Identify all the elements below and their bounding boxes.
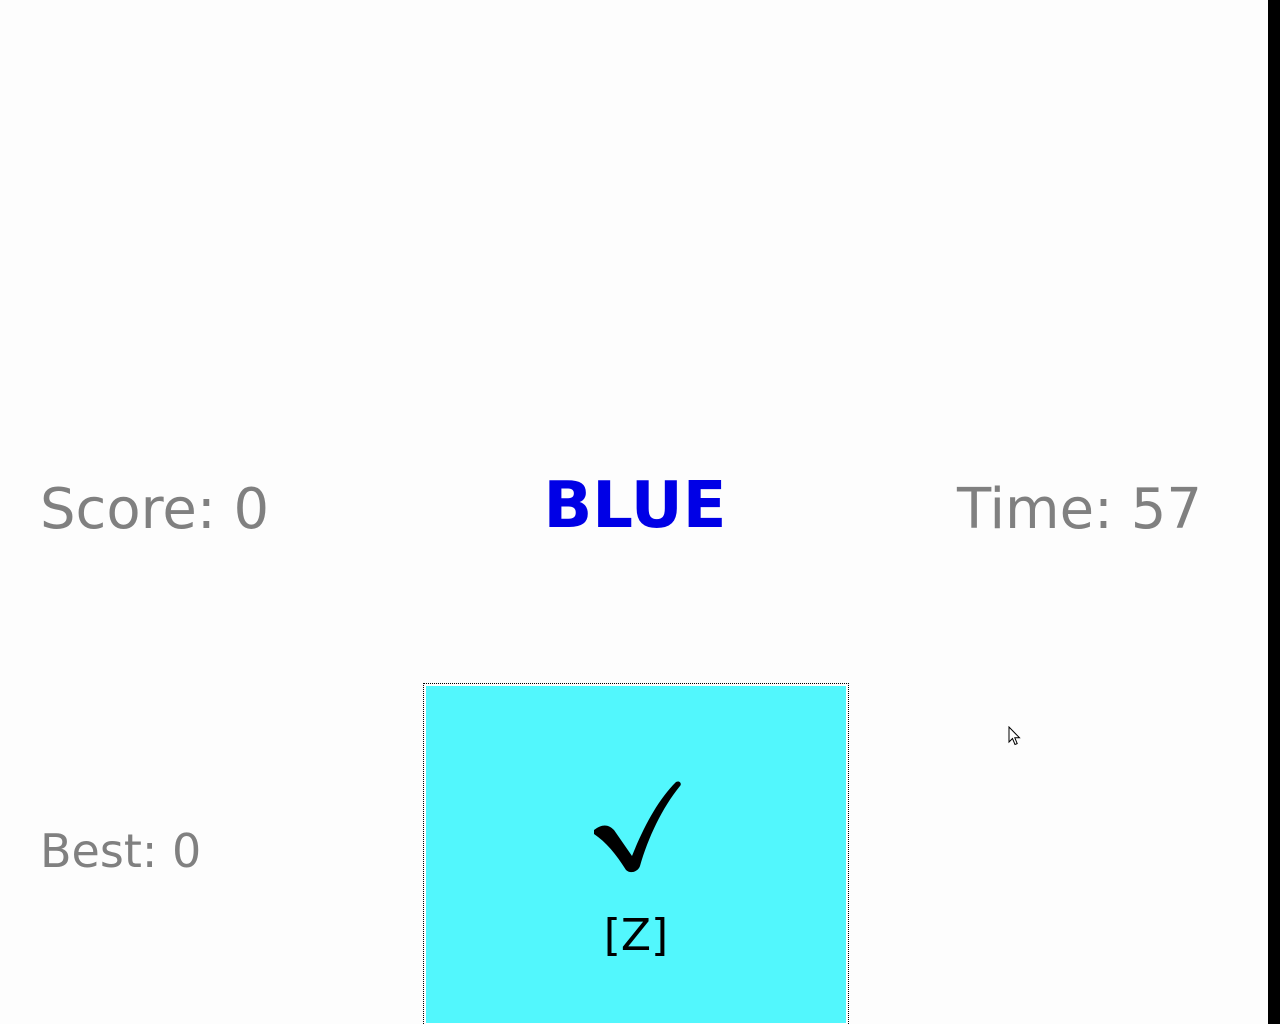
key-hint-label: [Z] bbox=[603, 910, 669, 961]
match-answer-button[interactable]: [Z] bbox=[423, 683, 849, 1024]
best-score-display: Best: 0 bbox=[40, 824, 202, 878]
color-word: BLUE bbox=[543, 469, 727, 543]
mouse-cursor-icon bbox=[1008, 726, 1021, 746]
window-edge bbox=[1268, 0, 1280, 1024]
answer-button-face[interactable]: [Z] bbox=[426, 686, 846, 1023]
time-display: Time: 57 bbox=[957, 477, 1202, 542]
check-icon bbox=[594, 781, 681, 873]
score-display: Score: 0 bbox=[40, 477, 270, 542]
